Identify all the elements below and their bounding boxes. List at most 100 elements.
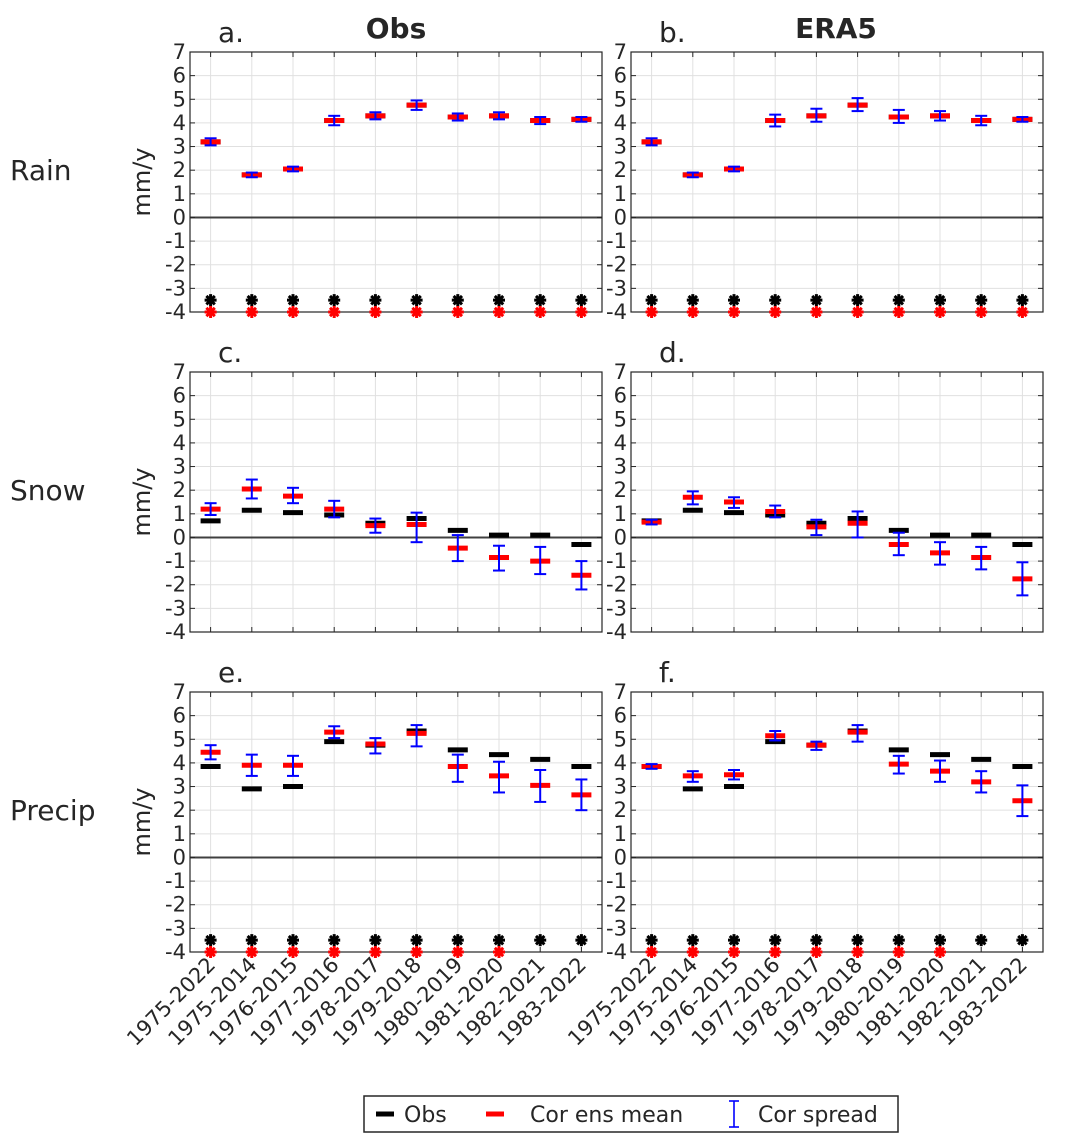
obs-marker-star <box>1016 294 1029 307</box>
ytick-label: 2 <box>614 158 627 182</box>
ytick-label: 4 <box>173 431 186 455</box>
mean-marker-star <box>686 946 699 958</box>
ytick-label: 7 <box>173 360 186 384</box>
mean-marker-star <box>810 306 823 318</box>
ytick-label: 3 <box>614 775 627 799</box>
legend: Obs Cor ens mean Cor spread <box>363 1095 899 1133</box>
obs-marker-star <box>245 294 258 307</box>
ytick-label: 6 <box>614 64 627 88</box>
mean-marker-star <box>769 946 782 958</box>
legend-spread-swatch <box>729 1100 739 1128</box>
mean-marker-star <box>934 946 946 958</box>
axes-frame <box>189 691 603 953</box>
legend-obs-label: Obs <box>404 1103 447 1128</box>
mean-marker-star <box>287 306 299 318</box>
ytick-label: -4 <box>165 620 186 644</box>
obs-marker-star <box>369 934 382 947</box>
ytick-label: 2 <box>614 478 627 502</box>
ytick-label: 5 <box>614 727 627 751</box>
obs-marker-star <box>493 294 505 307</box>
mean-marker-star <box>410 946 423 958</box>
mean-marker-star <box>934 306 946 318</box>
ytick-label: 3 <box>173 775 186 799</box>
ytick-label: -1 <box>165 869 186 893</box>
mean-marker-star <box>328 306 341 318</box>
obs-marker-star <box>892 934 905 947</box>
ytick-label: 7 <box>614 40 627 64</box>
ytick-label: 2 <box>173 158 186 182</box>
plot-area <box>631 692 1043 952</box>
legend-mean-label: Cor ens mean <box>530 1103 683 1128</box>
obs-marker-star <box>410 934 423 947</box>
ytick-label: -3 <box>606 916 627 940</box>
obs-marker-star <box>245 934 258 947</box>
obs-marker-star <box>975 294 988 307</box>
mean-marker-star <box>369 306 382 318</box>
ytick-label: 1 <box>173 502 186 526</box>
obs-marker-star <box>369 294 382 307</box>
plot-area <box>190 372 602 632</box>
row-label-rain: Rain <box>10 154 72 187</box>
mean-marker-star <box>851 946 864 958</box>
mean-marker-star <box>410 306 423 318</box>
plot-area <box>190 692 602 952</box>
obs-marker-star <box>534 934 547 947</box>
ytick-label: 0 <box>173 525 186 549</box>
mean-marker-star <box>287 946 299 958</box>
obs-marker-star <box>287 294 299 307</box>
ytick-label: 1 <box>614 182 627 206</box>
obs-marker-star <box>851 934 864 947</box>
ytick-label: -2 <box>165 573 186 597</box>
obs-marker-star <box>645 294 658 307</box>
obs-marker-star <box>728 934 740 947</box>
ytick-label: 6 <box>173 704 186 728</box>
obs-marker-star <box>686 934 699 947</box>
ytick-label: -2 <box>165 893 186 917</box>
ytick-label: 2 <box>173 478 186 502</box>
ytick-label: -2 <box>606 253 627 277</box>
axes-frame <box>189 371 603 633</box>
ytick-label: -3 <box>606 276 627 300</box>
panels-group: 76543210-1-2-3-4a.mm/y76543210-1-2-3-4b.… <box>122 16 1044 1050</box>
ytick-label: 6 <box>173 64 186 88</box>
axes-frame <box>630 691 1044 953</box>
ytick-label: -4 <box>606 940 627 964</box>
obs-marker-star <box>810 934 823 947</box>
ytick-label: 4 <box>614 751 627 775</box>
ytick-label: 7 <box>173 680 186 704</box>
panel-letter: e. <box>218 656 244 689</box>
mean-marker-star <box>728 306 740 318</box>
ytick-label: -3 <box>165 596 186 620</box>
obs-marker-star <box>575 934 588 947</box>
obs-marker-star <box>769 294 782 307</box>
ytick-label: 3 <box>173 135 186 159</box>
panel-letter: a. <box>218 16 244 49</box>
ytick-label: 4 <box>173 751 186 775</box>
plot-area <box>190 52 602 312</box>
mean-marker-star <box>769 306 782 318</box>
mean-marker-star <box>245 946 258 958</box>
y-axis-label: mm/y <box>128 787 156 856</box>
axes-frame <box>630 371 1044 633</box>
ytick-label: -1 <box>606 869 627 893</box>
ytick-label: 0 <box>614 205 627 229</box>
panel-letter: d. <box>659 336 686 369</box>
obs-marker-star <box>204 934 217 947</box>
ytick-label: 3 <box>614 135 627 159</box>
ytick-label: 6 <box>614 704 627 728</box>
obs-marker-star <box>934 934 946 947</box>
mean-marker-star <box>451 306 464 318</box>
ytick-label: 6 <box>614 384 627 408</box>
mean-marker-star <box>892 306 905 318</box>
obs-marker-star <box>810 294 823 307</box>
ytick-label: 5 <box>614 407 627 431</box>
row-label-precip: Precip <box>10 794 95 827</box>
panel-letter: c. <box>218 336 242 369</box>
plot-area <box>631 52 1043 312</box>
ytick-label: 5 <box>173 407 186 431</box>
mean-marker-star <box>534 306 547 318</box>
ytick-label: -1 <box>606 549 627 573</box>
obs-marker-star <box>728 294 740 307</box>
